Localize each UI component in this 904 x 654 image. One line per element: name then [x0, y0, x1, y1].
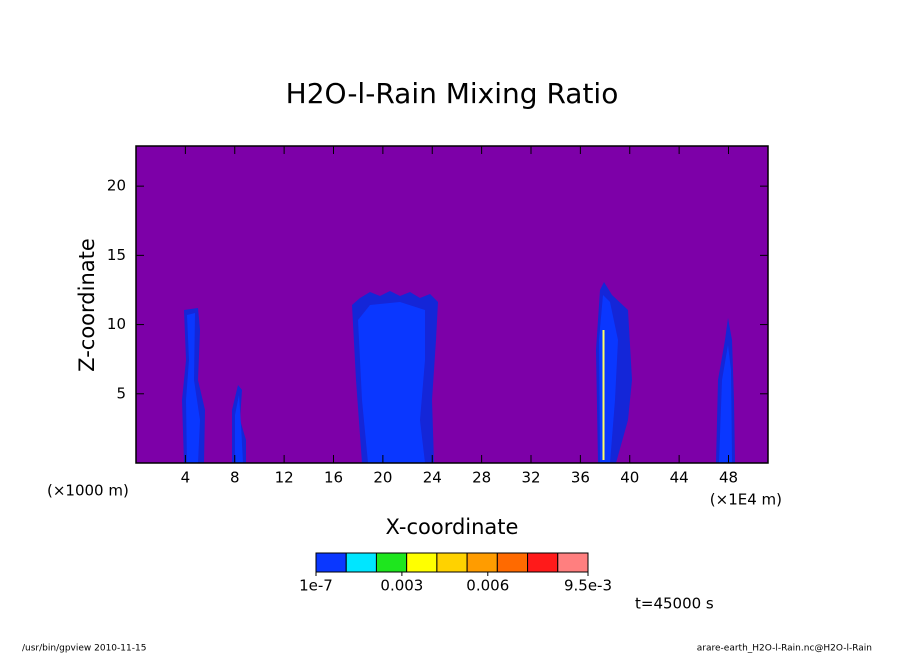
colorbar-box [527, 552, 559, 573]
contour-region [186, 313, 200, 463]
y-tick-label: 10 [107, 315, 126, 333]
time-label: t=45000 s [635, 595, 714, 613]
colorbar-label: 0.003 [380, 577, 423, 595]
y-tick-label: 20 [107, 177, 126, 195]
x-tick-label: 24 [423, 469, 442, 487]
contour-region [719, 345, 732, 463]
x-axis-label: X-coordinate [386, 515, 519, 539]
x-tick-label: 12 [275, 469, 294, 487]
x-tick-label: 8 [230, 469, 240, 487]
x-tick-label: 44 [670, 469, 689, 487]
colorbar-box [406, 552, 438, 573]
contour-region [358, 302, 425, 463]
x-tick-label: 36 [571, 469, 590, 487]
colorbar-label: 1e-7 [299, 577, 333, 595]
x-unit-note: (×1E4 m) [710, 491, 782, 509]
x-tick-label: 40 [620, 469, 639, 487]
plot-frame [135, 145, 769, 464]
x-tick-label: 28 [472, 469, 491, 487]
colorbar-box [375, 552, 408, 573]
y-axis-label: Z-coordinate [75, 238, 99, 372]
x-tick-label: 48 [719, 469, 738, 487]
plot-area [135, 145, 769, 464]
colorbar-box [466, 552, 498, 573]
chart-title: H2O-l-Rain Mixing Ratio [286, 77, 619, 110]
x-tick-label: 4 [181, 469, 191, 487]
y-tick-label: 5 [116, 384, 126, 402]
colorbar-label: 9.5e-3 [564, 577, 612, 595]
colorbar-box [496, 552, 529, 573]
contour-region [235, 395, 243, 463]
colorbar-box [436, 552, 468, 573]
footer-right: arare-earth_H2O-l-Rain.nc@H2O-l-Rain [697, 644, 872, 654]
x-tick-label: 32 [521, 469, 540, 487]
x-tick-label: 20 [373, 469, 392, 487]
x-offset-note: (×1000 m) [47, 482, 129, 500]
colorbar-box [557, 552, 589, 573]
x-tick-label: 16 [324, 469, 343, 487]
footer-left: /usr/bin/gpview 2010-11-15 [22, 644, 146, 654]
colorbar-box [315, 552, 347, 573]
colorbar-box [345, 552, 377, 573]
y-tick-label: 15 [107, 246, 126, 264]
field-background [136, 146, 768, 463]
colorbar-label: 0.006 [466, 577, 509, 595]
